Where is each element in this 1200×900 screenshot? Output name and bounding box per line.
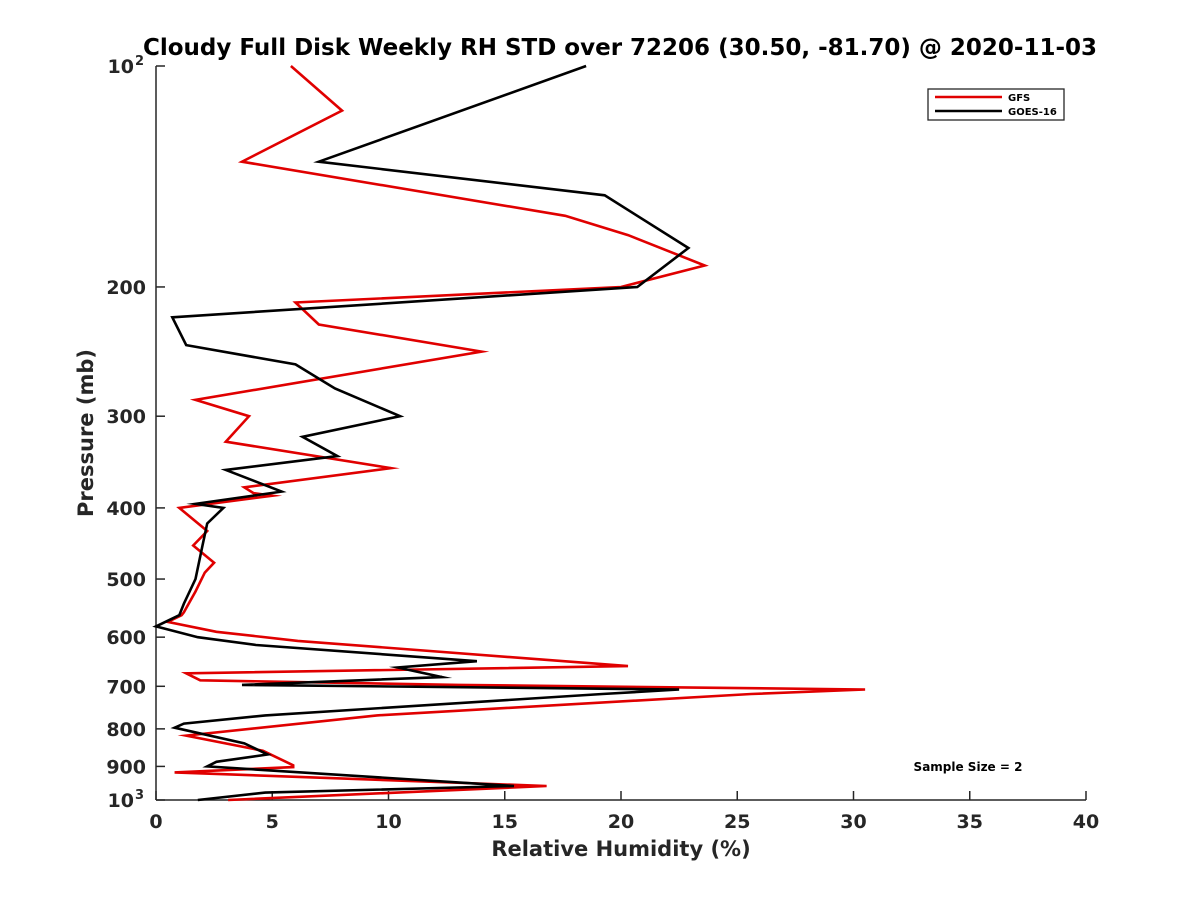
legend: GFS GOES-16 [927, 88, 1065, 121]
chart-title: Cloudy Full Disk Weekly RH STD over 7220… [143, 35, 1097, 61]
x-tick-label: 40 [1073, 811, 1099, 833]
y-tick-label: 600 [106, 627, 146, 649]
x-tick-label: 35 [957, 811, 983, 833]
x-axis-label: Relative Humidity (%) [491, 837, 750, 861]
y-tick-label: 700 [106, 676, 146, 698]
x-tick-label: 5 [266, 811, 279, 833]
x-tick-label: 10 [375, 811, 401, 833]
y-axis-label: Pressure (mb) [74, 349, 98, 517]
x-tick-label: 0 [149, 811, 162, 833]
x-tick-label: 25 [724, 811, 750, 833]
x-ticks: 0 5 10 15 20 25 30 35 40 [149, 791, 1099, 833]
series-line-gfs [163, 65, 866, 802]
y-tick-label: 800 [106, 719, 146, 741]
x-tick-label: 30 [840, 811, 866, 833]
y-tick-exponent: 2 [135, 54, 144, 69]
y-tick-exponent: 3 [135, 788, 144, 803]
y-tick-label: 400 [106, 498, 146, 520]
legend-label-gfs: GFS [1008, 93, 1030, 104]
y-tick-label: 200 [106, 277, 146, 299]
sample-size-annotation: Sample Size = 2 [914, 760, 1023, 774]
y-tick-label: 300 [106, 406, 146, 428]
y-tick-label: 900 [106, 756, 146, 778]
x-tick-label: 20 [608, 811, 634, 833]
y-tick-label: 10 [108, 56, 134, 78]
legend-box [927, 88, 1065, 121]
y-tick-label: 500 [106, 569, 146, 591]
legend-label-goes-16: GOES-16 [1008, 107, 1057, 118]
series-lines [152, 64, 866, 802]
x-tick-label: 15 [492, 811, 518, 833]
series-line-goes-16 [152, 64, 691, 802]
y-tick-label: 10 [108, 790, 134, 812]
